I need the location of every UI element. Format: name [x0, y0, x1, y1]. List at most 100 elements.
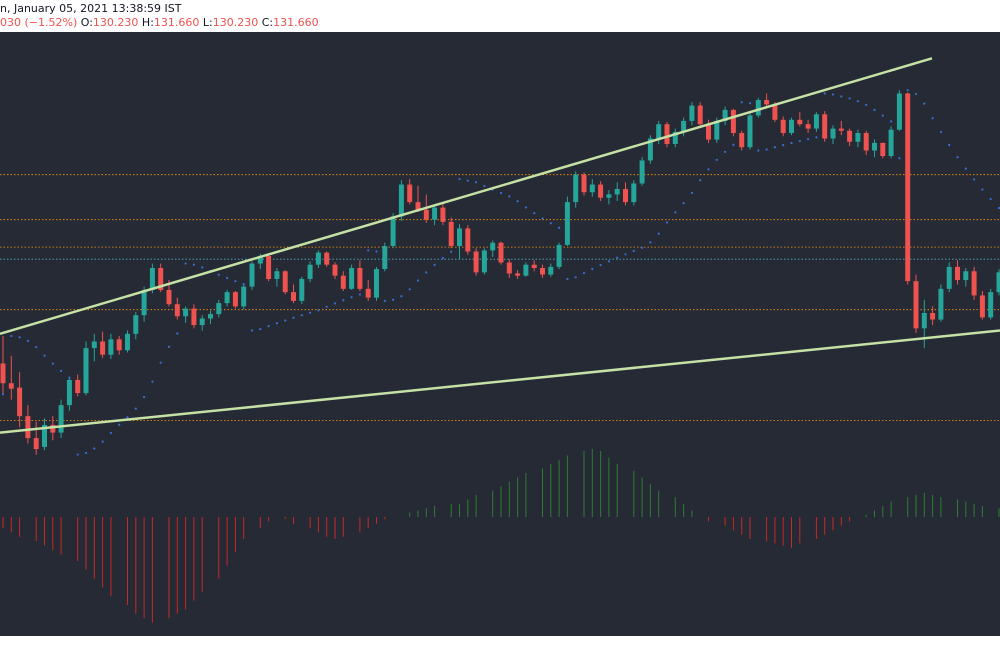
sar-dot — [475, 181, 478, 184]
low-label: L: — [202, 16, 213, 29]
sar-dot — [724, 150, 727, 153]
candle-body — [249, 263, 255, 287]
sar-dot — [284, 319, 287, 322]
price-chart-pane[interactable]: 13:30Dec4710141721242820214 — [0, 32, 1000, 636]
candle-body — [266, 255, 272, 279]
candle-body — [730, 109, 736, 133]
close-label: C: — [261, 16, 274, 29]
candle-body — [490, 242, 496, 251]
candle-body — [689, 105, 695, 121]
candle-body — [963, 271, 969, 281]
sar-dot — [68, 376, 71, 379]
sar-dot — [574, 276, 577, 279]
sar-dot — [259, 328, 262, 331]
candle-body — [905, 93, 911, 282]
candle-body — [50, 424, 56, 433]
sar-dot — [807, 138, 810, 141]
sar-dot — [898, 157, 901, 160]
sar-dot — [201, 266, 204, 269]
sar-dot — [848, 97, 851, 100]
sar-dot — [333, 302, 337, 305]
sar-dot — [815, 136, 818, 139]
upper-trendline — [0, 57, 933, 336]
open-value: 130.230 — [92, 16, 139, 29]
close-value: 131.660 — [273, 16, 319, 29]
chart-canvas[interactable] — [0, 32, 1000, 636]
candle-body — [747, 115, 753, 148]
candle-body — [241, 286, 247, 307]
candle-body — [282, 271, 288, 293]
candle-body — [838, 128, 844, 131]
candle-body — [116, 339, 122, 351]
candle-body — [216, 303, 222, 315]
sar-dot — [159, 361, 162, 364]
sar-dot — [408, 288, 411, 291]
sar-dot — [790, 141, 793, 145]
candle-body — [340, 275, 346, 289]
sar-dot — [823, 92, 826, 95]
candle-body — [971, 271, 977, 296]
candle-body — [589, 184, 595, 193]
candle-body — [523, 264, 529, 276]
high-label: H: — [141, 16, 154, 29]
sar-dot — [582, 271, 586, 275]
sar-dot — [682, 202, 685, 205]
sar-dot — [641, 246, 644, 249]
sar-dot — [184, 262, 187, 265]
candle-body — [639, 160, 645, 184]
sar-dot — [782, 143, 785, 147]
sar-dot — [300, 314, 303, 317]
lower-trendline — [0, 329, 1000, 434]
candle-body — [540, 267, 545, 275]
sar-dot — [865, 103, 868, 106]
sar-dot — [151, 380, 154, 383]
sar-dot — [499, 191, 503, 195]
sar-dot — [367, 249, 370, 252]
candle-body — [755, 100, 761, 116]
candle-body — [365, 288, 371, 298]
candle-body — [506, 262, 512, 274]
candle-body — [498, 242, 504, 263]
sar-dot — [383, 299, 386, 303]
sar-dot — [840, 95, 843, 98]
sar-dot — [35, 345, 38, 349]
candle-body — [921, 312, 927, 329]
sar-dot — [973, 178, 976, 181]
candle-body — [598, 184, 604, 198]
sar-dot — [76, 453, 79, 456]
candle-body — [955, 266, 960, 281]
candle-body — [681, 120, 687, 132]
candle-body — [548, 266, 554, 275]
sar-dot — [765, 148, 768, 151]
candle-body — [706, 124, 711, 140]
candle-body — [274, 271, 280, 279]
sar-dot — [632, 249, 635, 253]
candle-body — [515, 273, 521, 276]
sar-dot — [234, 280, 237, 283]
sar-dot — [665, 221, 669, 224]
candle-body — [224, 292, 230, 304]
sar-dot — [566, 277, 569, 281]
sar-dot — [931, 117, 934, 120]
candle-body — [374, 269, 379, 298]
candle-body — [158, 267, 164, 290]
sar-dot — [906, 89, 909, 92]
candle-body — [149, 267, 155, 290]
candle-body — [25, 416, 31, 439]
candle-body — [855, 132, 861, 142]
sar-dot — [60, 369, 63, 372]
sar-dot — [126, 416, 129, 419]
sar-dot — [275, 322, 278, 325]
sar-dot — [192, 263, 195, 266]
candle-body — [332, 264, 338, 276]
sar-dot — [358, 293, 361, 296]
sar-dot — [881, 114, 884, 117]
sar-dot — [325, 305, 328, 308]
sar-dot — [549, 222, 552, 225]
sar-dot — [923, 102, 926, 105]
candle-body — [979, 295, 985, 318]
candle-body — [789, 119, 794, 133]
candle-body — [423, 209, 429, 220]
candle-body — [473, 251, 479, 273]
sar-dot — [533, 212, 536, 215]
